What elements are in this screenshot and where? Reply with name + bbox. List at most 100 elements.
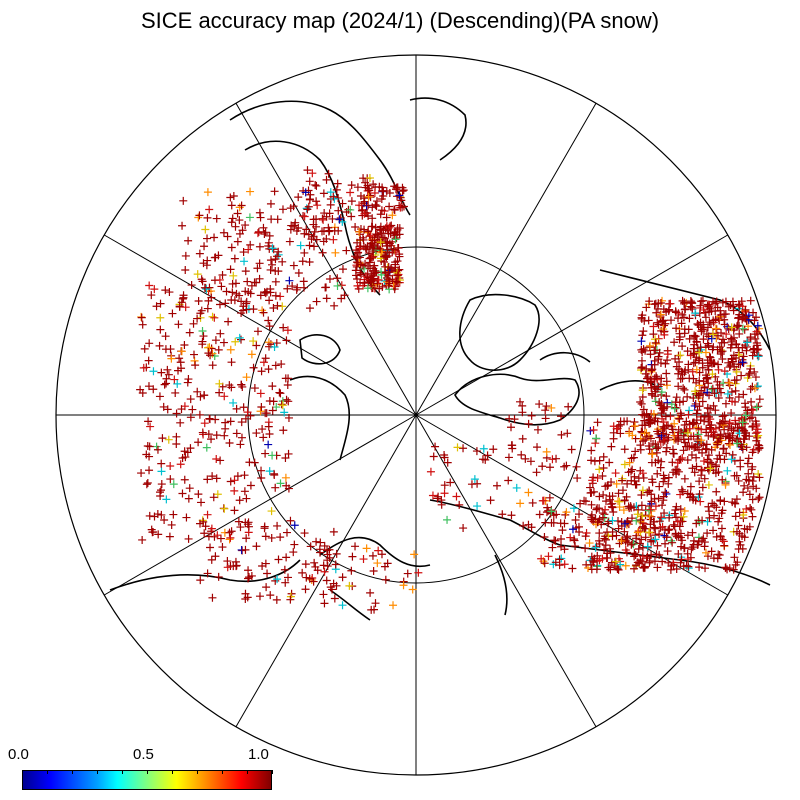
- data-marker: [143, 442, 152, 451]
- data-marker: [240, 471, 249, 480]
- data-marker: [731, 420, 740, 429]
- data-marker: [704, 431, 713, 440]
- data-marker: [557, 542, 566, 551]
- data-marker: [245, 573, 254, 582]
- data-marker: [264, 422, 273, 431]
- data-marker: [184, 534, 193, 543]
- data-marker: [284, 413, 293, 422]
- data-marker: [727, 355, 736, 364]
- data-marker: [157, 510, 166, 519]
- data-marker: [649, 536, 658, 545]
- data-marker: [605, 458, 614, 467]
- accuracy-points: [136, 166, 764, 614]
- data-marker: [242, 534, 251, 543]
- data-marker: [737, 423, 746, 432]
- data-marker: [623, 417, 632, 426]
- data-marker: [225, 528, 234, 537]
- data-marker: [335, 215, 344, 224]
- data-marker: [715, 434, 724, 443]
- data-marker: [253, 229, 262, 238]
- data-marker: [312, 197, 321, 206]
- data-marker: [754, 402, 763, 411]
- data-marker: [414, 568, 423, 577]
- data-marker: [374, 546, 383, 555]
- data-marker: [203, 256, 212, 265]
- data-marker: [647, 490, 656, 499]
- data-marker: [753, 351, 762, 360]
- coastline: [454, 373, 580, 426]
- data-marker: [274, 247, 283, 256]
- coastline: [429, 499, 561, 546]
- data-marker: [289, 202, 298, 211]
- data-marker: [204, 430, 213, 439]
- data-marker: [672, 532, 681, 541]
- data-marker: [604, 481, 613, 490]
- colorbar-tick: [272, 770, 273, 774]
- data-marker: [325, 226, 334, 235]
- data-marker: [269, 304, 278, 313]
- data-marker: [638, 486, 647, 495]
- data-marker: [196, 309, 205, 318]
- graticule: [55, 54, 777, 776]
- data-marker: [625, 504, 634, 513]
- data-marker: [215, 388, 224, 397]
- data-marker: [242, 373, 251, 382]
- data-marker: [310, 227, 319, 236]
- data-marker: [713, 377, 722, 386]
- data-marker: [395, 191, 404, 200]
- data-marker: [725, 363, 734, 372]
- data-marker: [362, 544, 371, 553]
- data-marker: [159, 402, 168, 411]
- data-marker: [180, 341, 189, 350]
- data-marker: [646, 378, 655, 387]
- data-marker: [256, 213, 265, 222]
- data-marker: [273, 301, 282, 310]
- data-marker: [754, 470, 763, 479]
- data-marker: [637, 427, 646, 436]
- data-marker: [713, 331, 722, 340]
- data-marker: [656, 299, 665, 308]
- data-marker: [699, 335, 708, 344]
- data-marker: [638, 557, 647, 566]
- data-marker: [312, 181, 321, 190]
- data-marker: [593, 504, 602, 513]
- data-marker: [261, 228, 270, 237]
- data-marker: [262, 583, 271, 592]
- data-marker: [383, 226, 392, 235]
- data-marker: [429, 452, 438, 461]
- data-marker: [162, 374, 171, 383]
- data-marker: [692, 519, 701, 528]
- data-marker: [389, 601, 398, 610]
- data-marker: [207, 524, 216, 533]
- data-marker: [233, 209, 242, 218]
- data-marker: [745, 490, 754, 499]
- data-marker: [732, 435, 741, 444]
- data-marker: [286, 516, 295, 525]
- data-marker: [493, 481, 502, 490]
- data-marker: [589, 426, 598, 435]
- data-marker: [203, 234, 212, 243]
- data-marker: [636, 515, 645, 524]
- data-marker: [249, 363, 258, 372]
- data-marker: [587, 446, 596, 455]
- data-marker: [745, 522, 754, 531]
- data-marker: [656, 310, 665, 319]
- data-marker: [678, 310, 687, 319]
- data-marker: [195, 211, 204, 220]
- data-marker: [746, 503, 755, 512]
- data-marker: [249, 305, 258, 314]
- data-marker: [557, 535, 566, 544]
- data-marker: [138, 320, 147, 329]
- data-marker: [294, 193, 303, 202]
- data-marker: [692, 462, 701, 471]
- data-marker: [683, 428, 692, 437]
- data-marker: [753, 425, 762, 434]
- data-marker: [446, 478, 455, 487]
- data-marker: [385, 189, 394, 198]
- data-marker: [661, 488, 670, 497]
- data-marker: [631, 551, 640, 560]
- data-marker: [433, 494, 442, 503]
- data-marker: [655, 482, 664, 491]
- data-marker: [587, 456, 596, 465]
- data-marker: [590, 554, 599, 563]
